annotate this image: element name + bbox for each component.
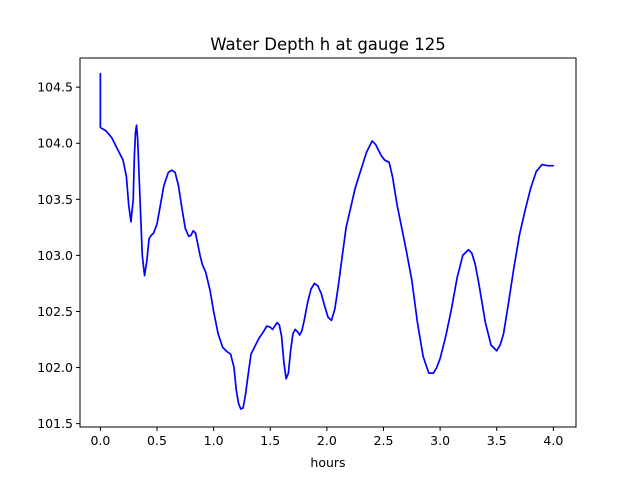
x-tick-label: 0.5 bbox=[147, 433, 167, 448]
x-tick-label: 1.5 bbox=[260, 433, 280, 448]
y-tick-label: 102.0 bbox=[37, 360, 73, 375]
x-tick-label: 1.0 bbox=[204, 433, 224, 448]
x-axis: 0.0 0.5 1.0 1.5 2.0 2.5 3.0 3.5 4.0 bbox=[90, 427, 563, 448]
x-tick-label: 3.0 bbox=[430, 433, 450, 448]
x-tick-label: 0.0 bbox=[90, 433, 110, 448]
x-tick-label: 2.5 bbox=[374, 433, 394, 448]
y-tick-label: 104.0 bbox=[37, 136, 73, 151]
series-group bbox=[99, 72, 555, 410]
y-tick-label: 103.5 bbox=[37, 192, 73, 207]
y-tick-label: 102.5 bbox=[37, 304, 73, 319]
series-line-0 bbox=[99, 72, 555, 410]
y-tick-label: 101.5 bbox=[37, 416, 73, 431]
x-tick-label: 4.0 bbox=[543, 433, 563, 448]
y-tick-label: 104.5 bbox=[37, 80, 73, 95]
y-axis: 101.5 102.0 102.5 103.0 103.5 104.0 104.5 bbox=[37, 80, 80, 431]
y-tick-label: 103.0 bbox=[37, 248, 73, 263]
x-axis-label: hours bbox=[310, 455, 345, 470]
chart-title: Water Depth h at gauge 125 bbox=[210, 35, 445, 54]
plot-area-frame bbox=[79, 57, 577, 428]
x-tick-label: 2.0 bbox=[317, 433, 337, 448]
x-tick-label: 3.5 bbox=[487, 433, 507, 448]
